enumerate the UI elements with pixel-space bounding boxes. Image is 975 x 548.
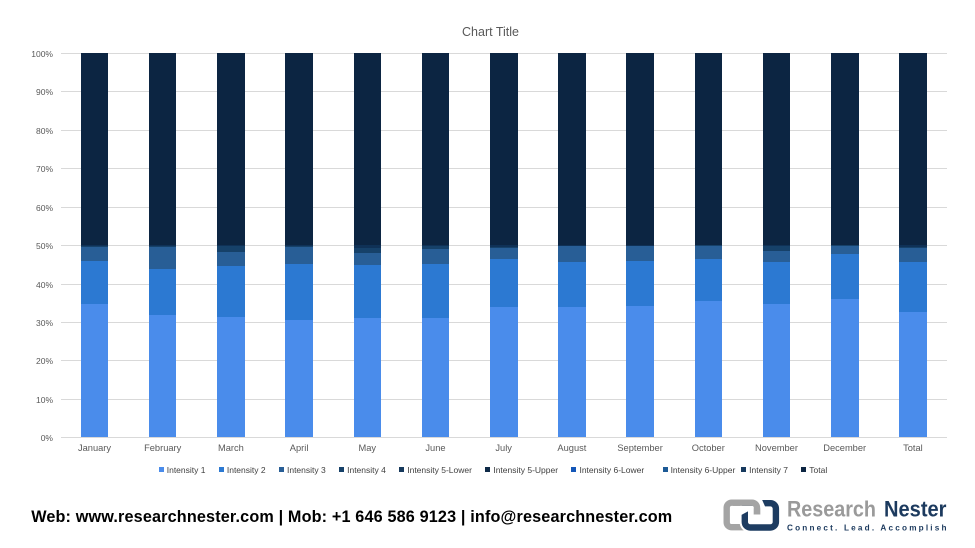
svg-text:Research: Research [787,497,876,522]
svg-text:Nester: Nester [884,497,947,522]
svg-text:Connect. Lead. Accomplish: Connect. Lead. Accomplish [787,524,947,533]
